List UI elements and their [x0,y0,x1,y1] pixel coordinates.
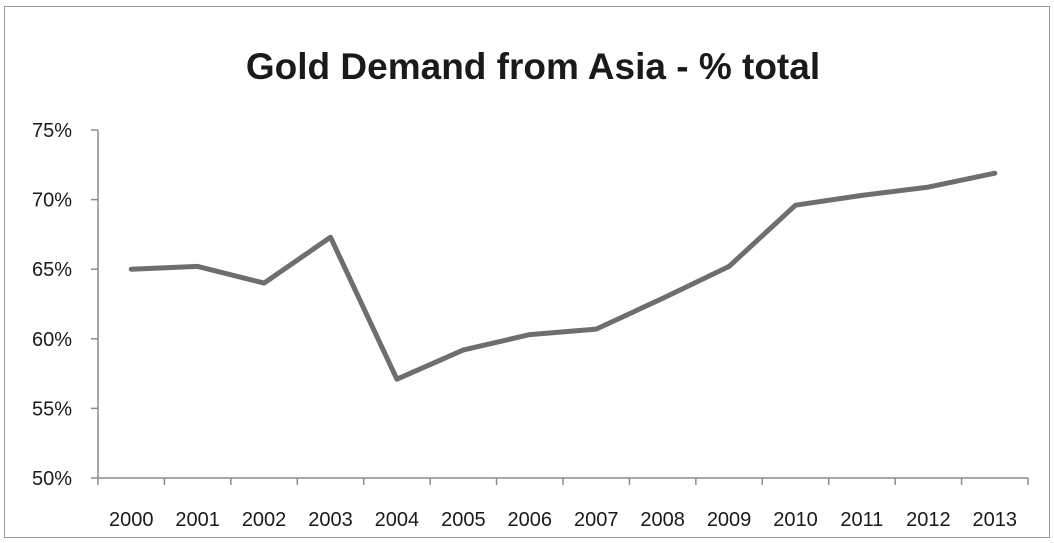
data-point [992,171,997,176]
x-tick-label: 2000 [109,509,154,531]
chart-title: Gold Demand from Asia - % total [246,46,820,87]
x-tick-label: 2011 [840,509,883,531]
data-point [527,332,532,337]
x-tick-label: 2002 [242,509,287,531]
x-axis-ticks: 2000 2001 2002 2003 2004 2005 2006 2007 2008 2009… [97,478,1029,531]
x-tick-label: 2007 [574,509,619,531]
data-point [859,193,864,198]
data-point [461,347,466,352]
x-tick-label: 2009 [707,509,752,531]
x-tick-label: 2008 [640,509,685,531]
x-tick-label: 2004 [375,509,420,531]
x-tick-label: 2013 [973,509,1018,531]
x-tick-label: 2010 [773,509,818,531]
y-tick-label: 75% [32,120,72,142]
y-tick-label: 65% [32,259,72,281]
data-point [195,264,200,269]
x-tick-label: 2003 [308,509,353,531]
data-point [727,264,732,269]
data-point [660,296,665,301]
y-tick-label: 50% [32,468,72,490]
x-tick-label: 2006 [508,509,553,531]
x-tick-label: 2001 [175,509,220,531]
y-axis-ticks: 50% 55% 60% 65% 70% 75% [32,120,98,490]
data-point [793,203,798,208]
data-point [594,327,599,332]
series-group [128,170,998,382]
data-point [394,377,399,382]
data-point [328,235,333,240]
data-point [129,267,134,272]
data-point [262,281,267,286]
data-point [926,185,931,190]
x-tick-label: 2012 [906,509,951,531]
y-tick-label: 55% [32,398,72,420]
y-tick-label: 60% [32,329,72,351]
axes [97,130,1028,479]
series-line [128,170,998,382]
x-tick-label: 2005 [441,509,486,531]
y-tick-label: 70% [32,190,72,212]
chart-frame [4,6,1050,538]
